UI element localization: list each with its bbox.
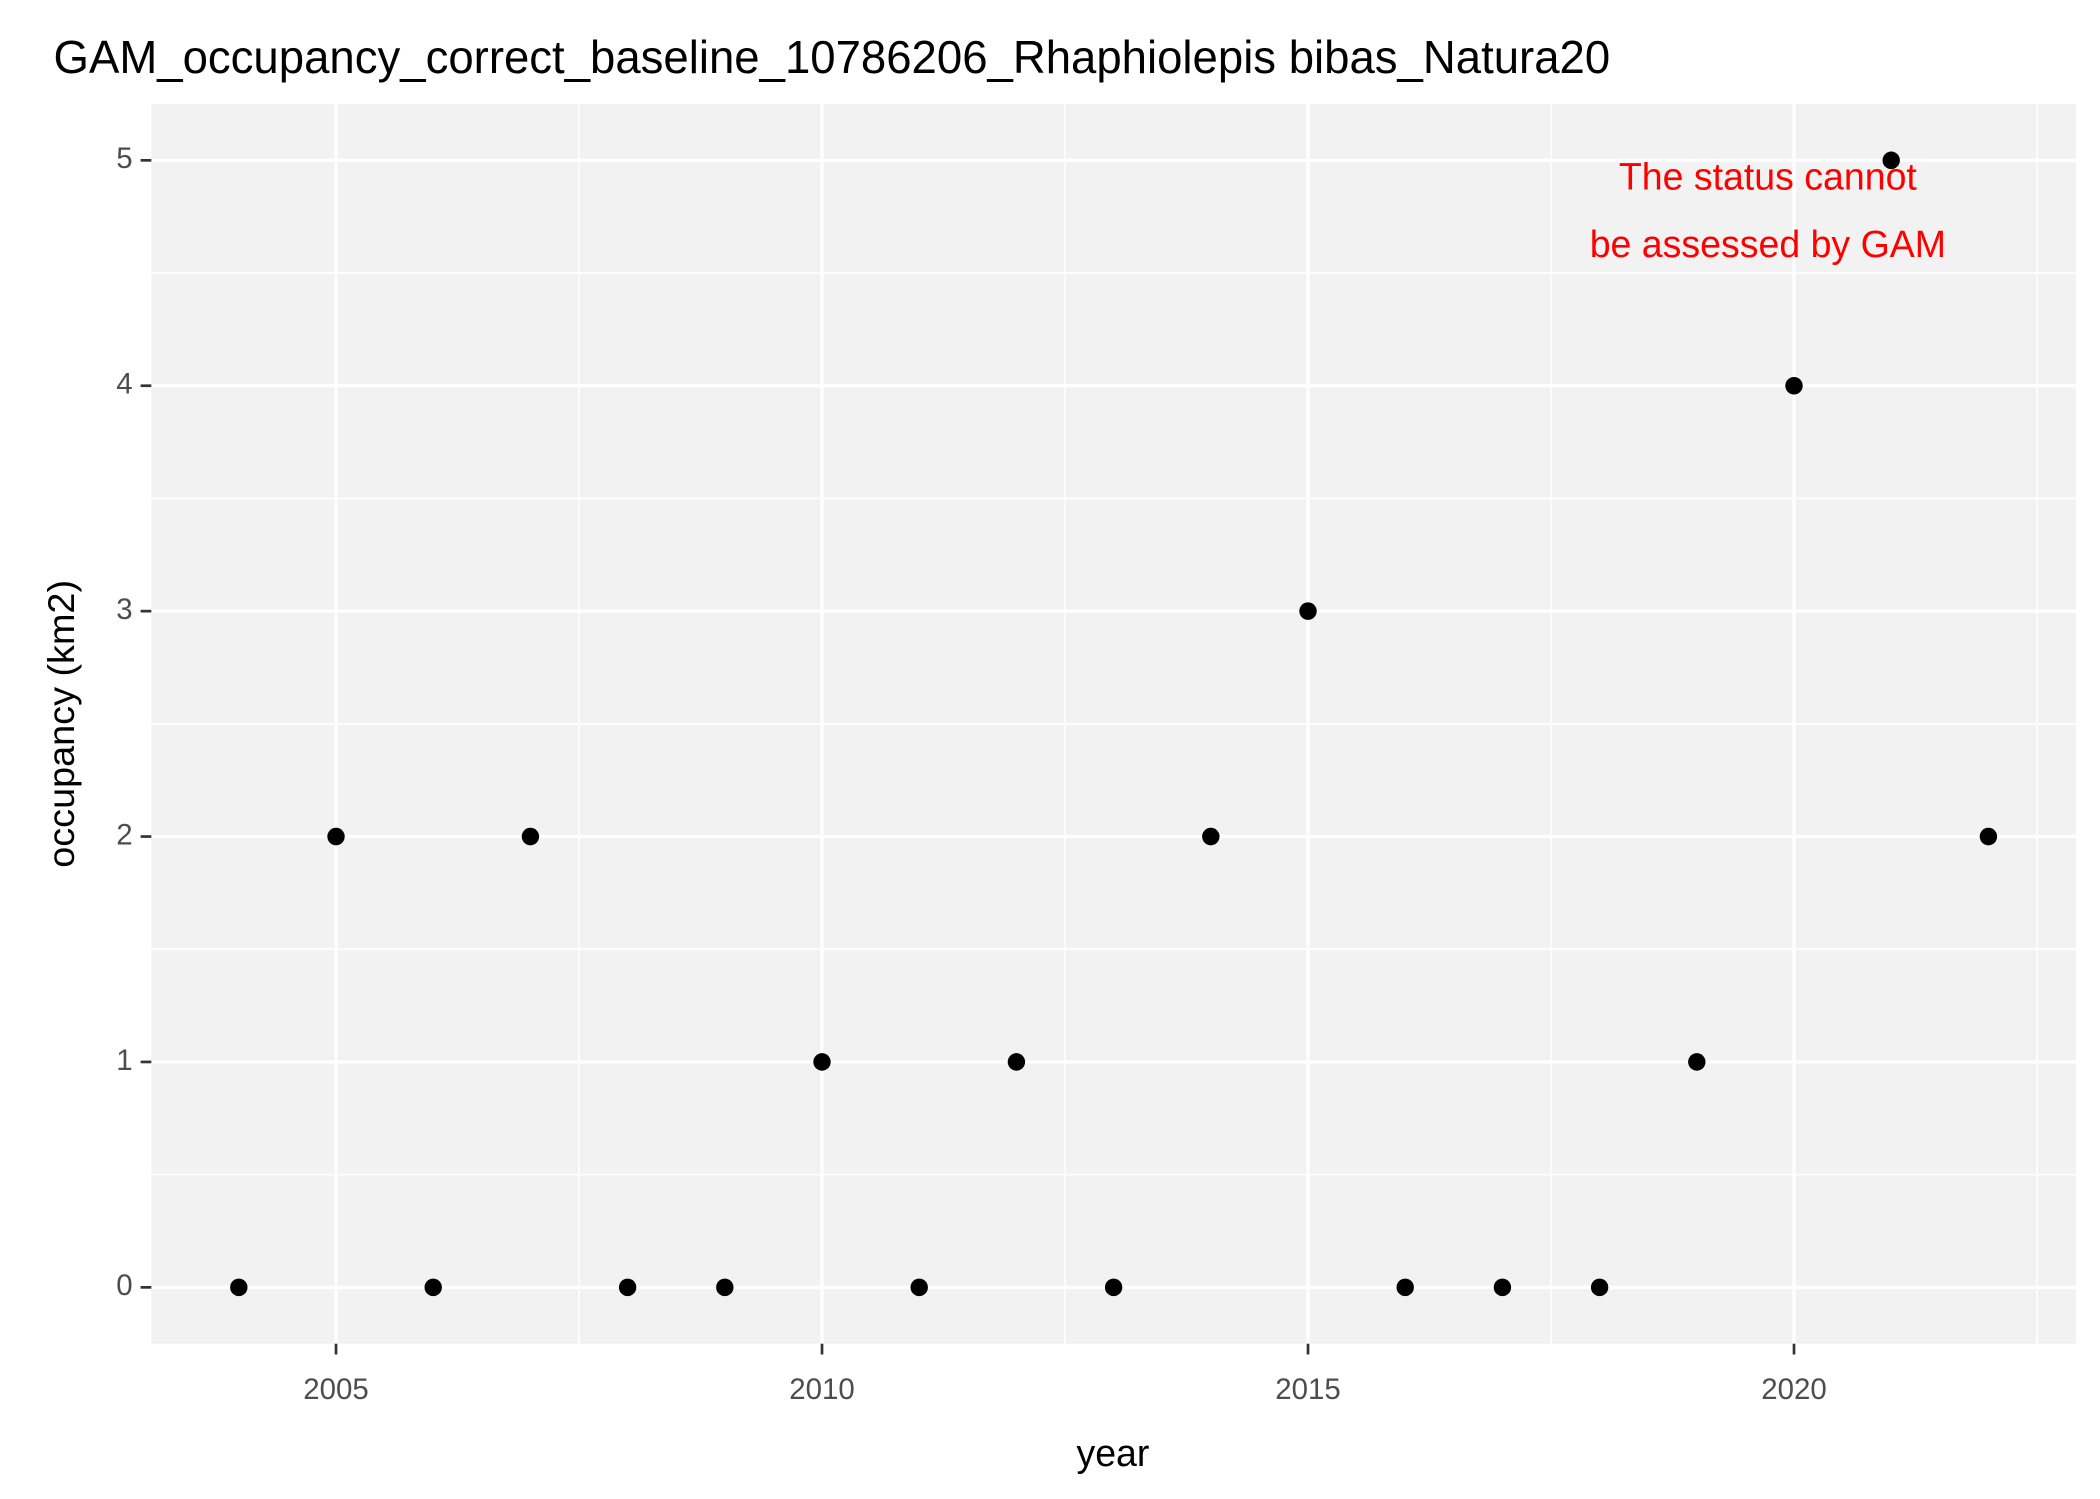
point	[1493, 1278, 1512, 1297]
x-tick-label: 2015	[1275, 1373, 1341, 1406]
point	[813, 1053, 831, 1071]
point	[1882, 151, 1900, 170]
y-tick-label: 2	[116, 818, 132, 851]
x-tick-label: 2010	[789, 1373, 855, 1406]
point	[910, 1278, 928, 1297]
x-tick-label: 2020	[1761, 1373, 1827, 1406]
annotation: be assessed by GAM	[1590, 223, 1946, 265]
point	[1104, 1278, 1123, 1297]
y-axis-title: occupancy (km2)	[40, 580, 82, 868]
chart-title: GAM_occupancy_correct_baseline_10786206_…	[54, 32, 1611, 83]
point	[1007, 1053, 1026, 1071]
point	[1688, 1053, 1706, 1071]
point	[424, 1278, 442, 1297]
point	[1785, 376, 1803, 395]
annotation: The status cannot	[1619, 155, 1918, 197]
x-tick-label: 2005	[303, 1373, 369, 1406]
point	[1979, 827, 1998, 846]
point	[327, 827, 345, 846]
point	[1590, 1278, 1609, 1297]
y-tick-label: 1	[116, 1044, 132, 1077]
y-tick-label: 3	[116, 593, 132, 626]
point	[230, 1278, 248, 1297]
point	[521, 827, 540, 846]
y-tick-label: 0	[116, 1269, 132, 1302]
point	[716, 1278, 734, 1297]
point	[1202, 827, 1220, 846]
point	[618, 1278, 637, 1297]
point	[1396, 1278, 1414, 1297]
point	[1299, 602, 1317, 620]
x-axis-title: year	[1076, 1432, 1149, 1474]
y-tick-label: 4	[116, 367, 132, 400]
y-tick-label: 5	[116, 142, 132, 175]
